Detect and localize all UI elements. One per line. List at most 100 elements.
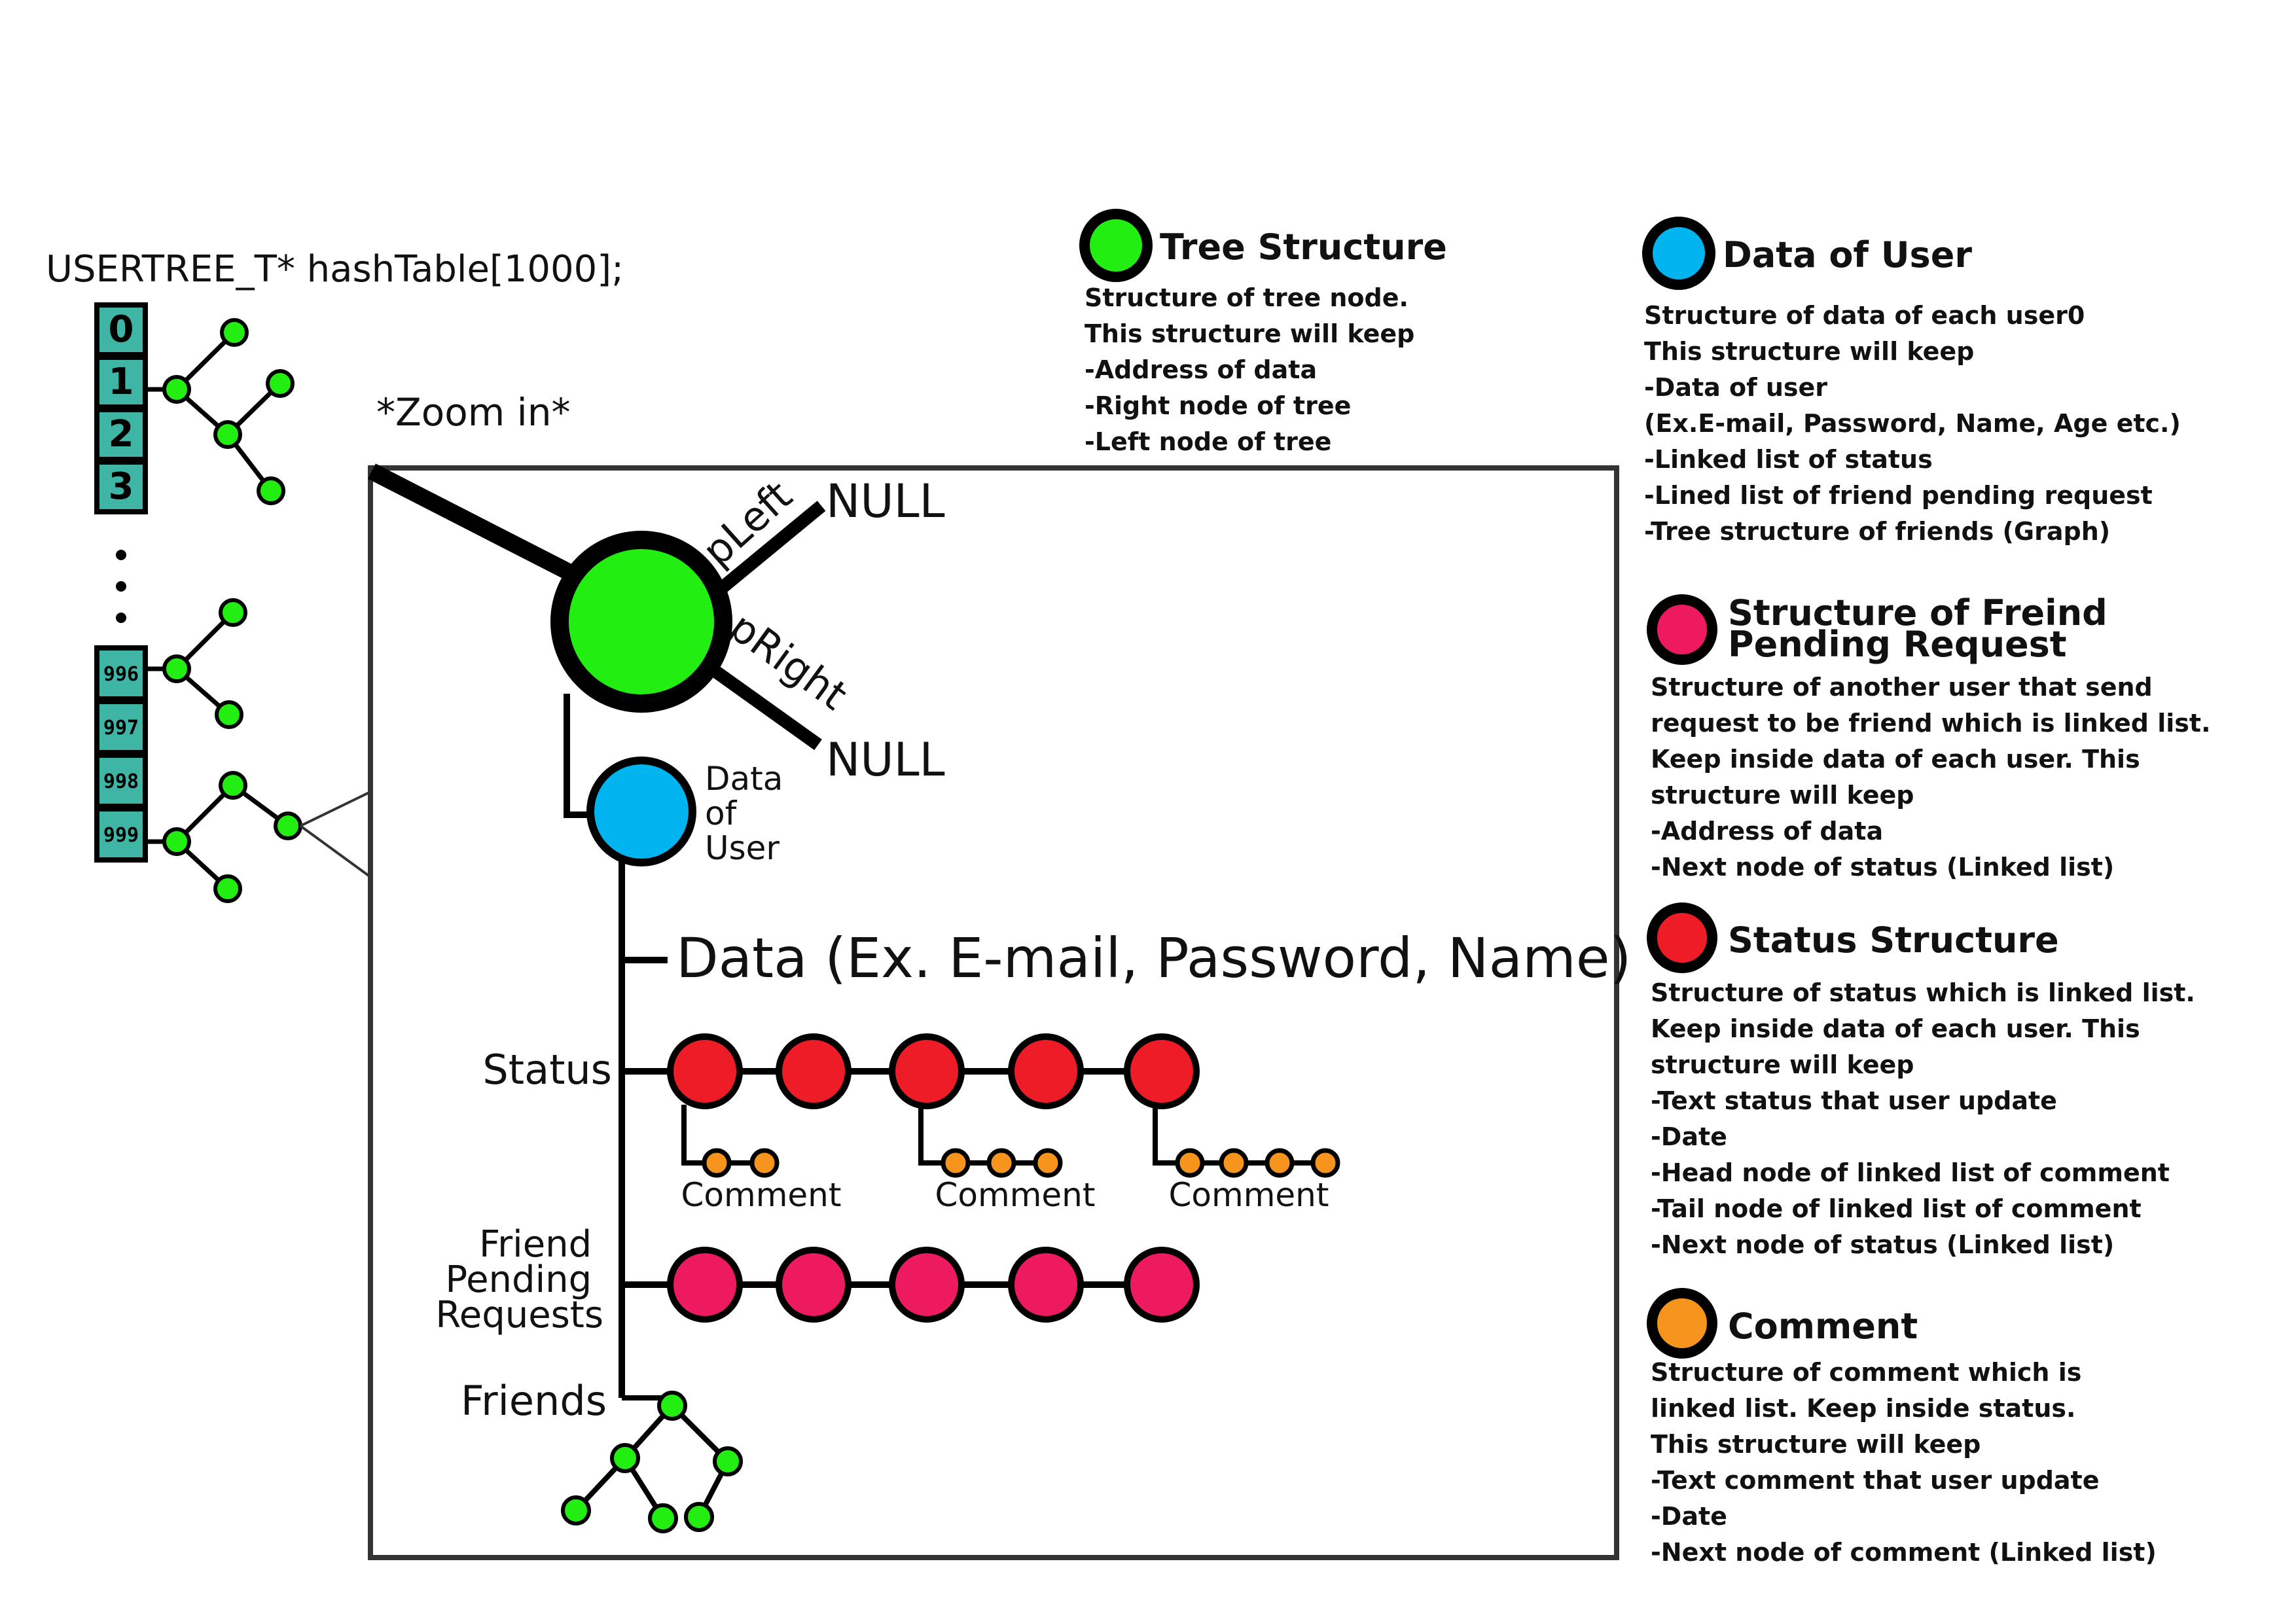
- friend-node: [684, 1502, 714, 1532]
- status-node: [1008, 1033, 1084, 1109]
- tree-node: [162, 375, 191, 404]
- hash-table-declaration: USERTREE_T* hashTable[1000];: [46, 248, 624, 291]
- friend-request-node: [1008, 1247, 1084, 1323]
- zoom-box: [368, 465, 1619, 1560]
- bucket-tree-996-nodes: [162, 598, 247, 729]
- legend-comment: Comment Structure of comment which is li…: [1647, 1288, 2157, 1567]
- tree-node: [162, 654, 191, 683]
- hash-cell: 997: [94, 699, 148, 755]
- friend-request-node: [776, 1247, 852, 1323]
- comment-list: [702, 1148, 1340, 1178]
- bucket-tree-999-nodes: [162, 771, 302, 903]
- svg-text:3: 3: [109, 465, 134, 508]
- comment-node: [702, 1148, 732, 1178]
- comment-label: Comment: [1169, 1176, 1329, 1214]
- tree-node: [219, 771, 247, 800]
- friend-node: [561, 1495, 591, 1525]
- legend-title: Structure of Freind Pending Request: [1728, 592, 2120, 665]
- legend-description: Structure of tree node. This structure w…: [1085, 283, 1424, 456]
- friend-request-node: [667, 1247, 743, 1323]
- legend-title: Status Structure: [1728, 919, 2059, 961]
- tree-node: [266, 369, 295, 398]
- tree-node: [162, 827, 191, 856]
- status-node: [667, 1033, 743, 1109]
- legend-description: Structure of comment which is linked lis…: [1651, 1358, 2157, 1567]
- friend-request-list: [667, 1247, 1200, 1323]
- svg-text:996: 996: [103, 663, 139, 686]
- legend-description: Structure of another user that send requ…: [1651, 673, 2219, 882]
- friends-label: Friends: [461, 1377, 607, 1425]
- legend-tree-structure: Tree Structure Structure of tree node. T…: [1079, 209, 1447, 456]
- friend-request-node: [889, 1247, 965, 1323]
- legend-status-structure: Status Structure Structure of status whi…: [1647, 902, 2204, 1259]
- tree-node: [220, 318, 249, 347]
- comment-node: [986, 1148, 1016, 1178]
- friend-pending-label: Friend Pending Requests: [435, 1223, 603, 1336]
- ellipsis-dot: [116, 550, 126, 560]
- zoom-label: *Zoom in*: [376, 390, 571, 435]
- null-left-label: NULL: [826, 474, 945, 528]
- comment-node: [1033, 1148, 1063, 1178]
- tree-node: [215, 700, 243, 729]
- comment-node: [1175, 1148, 1205, 1178]
- legend-description: Structure of status which is linked list…: [1651, 978, 2204, 1259]
- comment-icon: [1647, 1288, 1717, 1359]
- hash-table: 0 1 2 3 996 997 998: [94, 302, 148, 863]
- ellipsis-dot: [116, 613, 126, 623]
- legend-description: Structure of data of each user0 This str…: [1644, 301, 2189, 546]
- status-icon: [1647, 902, 1717, 973]
- comment-label: Comment: [935, 1176, 1096, 1214]
- comment-node: [1265, 1148, 1295, 1178]
- pleft-edge: [712, 501, 826, 597]
- svg-text:999: 999: [103, 824, 139, 847]
- user-data-node: [586, 757, 696, 866]
- hash-cell: 2: [94, 407, 148, 462]
- svg-text:1: 1: [109, 361, 134, 403]
- svg-text:2: 2: [109, 413, 134, 455]
- legend-title: Data of User: [1723, 234, 1972, 276]
- friend-node: [713, 1446, 743, 1476]
- friends-tree: [561, 1391, 743, 1533]
- svg-text:0: 0: [109, 308, 134, 351]
- legend-title: Tree Structure: [1160, 226, 1447, 268]
- bucket-tree-1-nodes: [162, 318, 295, 505]
- tree-node: [257, 476, 285, 505]
- pright-label: pRight: [721, 603, 856, 719]
- user-data-icon: [1642, 217, 1715, 290]
- user-data-fields-label: Data (Ex. E-mail, Password, Name): [676, 926, 1631, 990]
- hash-cell: 1: [94, 355, 148, 410]
- legend-title: Comment: [1728, 1306, 1918, 1347]
- comment-label: Comment: [681, 1176, 842, 1214]
- svg-text:998: 998: [103, 770, 139, 793]
- hash-cell: 999: [94, 806, 148, 863]
- parent-edge: [368, 463, 593, 590]
- status-label: Status: [482, 1046, 612, 1094]
- friend-request-icon: [1647, 594, 1717, 665]
- ellipsis-dot: [116, 581, 126, 592]
- tree-structure-icon: [1079, 209, 1153, 282]
- zoom-projection-lines: [299, 791, 372, 878]
- comment-node: [1219, 1148, 1249, 1178]
- legend-data-of-user: Data of User Structure of data of each u…: [1642, 217, 2189, 546]
- legend-friend-pending-request: Structure of Freind Pending Request Stru…: [1647, 592, 2219, 882]
- null-right-label: NULL: [826, 733, 945, 787]
- comment-node: [1310, 1148, 1340, 1178]
- pright-edge: [706, 662, 822, 751]
- status-node: [889, 1033, 965, 1109]
- tree-node-zoomed: [274, 812, 302, 840]
- tree-node: [213, 874, 242, 903]
- tree-node: [213, 420, 242, 449]
- status-list: [667, 1033, 1200, 1109]
- comment-node: [749, 1148, 780, 1178]
- friend-node: [610, 1443, 640, 1473]
- svg-text:997: 997: [103, 717, 139, 740]
- hash-cell: 3: [94, 459, 148, 514]
- bucket-tree-1: [145, 330, 282, 493]
- hash-cell: 996: [94, 645, 148, 702]
- friend-node: [657, 1391, 687, 1421]
- tree-node: [219, 598, 247, 627]
- status-node: [1124, 1033, 1200, 1109]
- tree-node-large: [550, 531, 732, 713]
- hash-cell: 0: [94, 302, 148, 357]
